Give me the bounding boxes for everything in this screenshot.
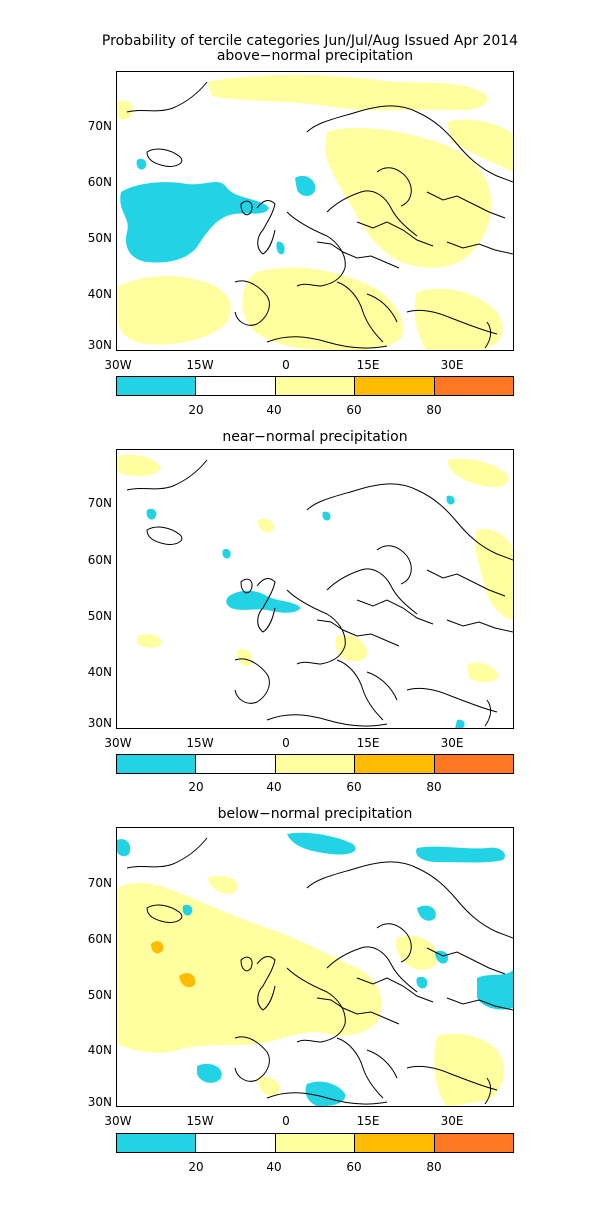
lat-label-50n: 50N <box>87 609 112 623</box>
colorbar <box>116 1133 514 1153</box>
lat-label-70n: 70N <box>87 876 112 890</box>
lon-label-30w: 30W <box>104 736 132 750</box>
map-title: Probability of tercile categories Jun/Ju… <box>101 33 519 49</box>
colorbar-tick-label: 80 <box>426 403 442 417</box>
colorbar-segment <box>196 755 276 773</box>
lon-label-30e: 30E <box>440 1114 464 1128</box>
lat-label-70n: 70N <box>87 119 112 133</box>
colorbar-segment <box>117 377 197 395</box>
lat-label-60n: 60N <box>87 932 112 946</box>
panel-subtitle-below: below−normal precipitation <box>217 806 413 822</box>
lon-label-30w: 30W <box>104 358 132 372</box>
lat-label-40n: 40N <box>87 1043 112 1057</box>
panel-subtitle-near: near−normal precipitation <box>222 429 408 445</box>
colorbar-segment <box>275 755 356 773</box>
colorbar-tick-label: 20 <box>188 780 204 794</box>
colorbar-tick-label: 80 <box>426 1160 442 1174</box>
colorbar-segment <box>275 1134 356 1152</box>
lon-label-0: 0 <box>282 1114 290 1128</box>
colorbar-segment <box>275 377 356 395</box>
lon-label-0: 0 <box>282 358 290 372</box>
colorbar-segment <box>196 377 276 395</box>
colorbar-segment <box>355 755 435 773</box>
lon-label-15e: 15E <box>356 358 380 372</box>
lat-label-40n: 40N <box>87 287 112 301</box>
map-panel-near <box>116 449 514 729</box>
colorbar-tick-label: 20 <box>188 1160 204 1174</box>
colorbar <box>116 376 514 396</box>
colorbar-segment <box>196 1134 276 1152</box>
colorbar-segment <box>434 755 514 773</box>
panel-subtitle-above: above−normal precipitation <box>216 48 414 64</box>
lat-label-30n: 30N <box>87 338 112 352</box>
lon-label-0: 0 <box>282 736 290 750</box>
lon-label-15w: 15W <box>186 358 214 372</box>
colorbar-segment <box>117 755 197 773</box>
colorbar-tick-label: 60 <box>346 403 362 417</box>
lon-label-30e: 30E <box>440 358 464 372</box>
map-panel-below <box>116 827 514 1107</box>
lon-label-15w: 15W <box>186 1114 214 1128</box>
lat-label-30n: 30N <box>87 1095 112 1109</box>
colorbar <box>116 754 514 774</box>
colorbar-segment <box>434 377 514 395</box>
lat-label-50n: 50N <box>87 988 112 1002</box>
colorbar-tick-label: 60 <box>346 1160 362 1174</box>
colorbar-tick-label: 60 <box>346 780 362 794</box>
lat-label-40n: 40N <box>87 665 112 679</box>
colorbar-segment <box>355 377 435 395</box>
lon-label-15e: 15E <box>356 1114 380 1128</box>
colorbar-tick-label: 40 <box>266 403 282 417</box>
lat-label-60n: 60N <box>87 175 112 189</box>
lon-label-30e: 30E <box>440 736 464 750</box>
lon-label-15w: 15W <box>186 736 214 750</box>
colorbar-tick-label: 20 <box>188 403 204 417</box>
colorbar-segment <box>434 1134 514 1152</box>
map-panel-above <box>116 71 514 351</box>
colorbar-tick-label: 80 <box>426 780 442 794</box>
lat-label-70n: 70N <box>87 496 112 510</box>
colorbar-tick-label: 40 <box>266 1160 282 1174</box>
lat-label-50n: 50N <box>87 231 112 245</box>
colorbar-tick-label: 40 <box>266 780 282 794</box>
colorbar-segment <box>117 1134 197 1152</box>
lat-label-60n: 60N <box>87 553 112 567</box>
colorbar-segment <box>355 1134 435 1152</box>
lat-label-30n: 30N <box>87 716 112 730</box>
lon-label-15e: 15E <box>356 736 380 750</box>
lon-label-30w: 30W <box>104 1114 132 1128</box>
